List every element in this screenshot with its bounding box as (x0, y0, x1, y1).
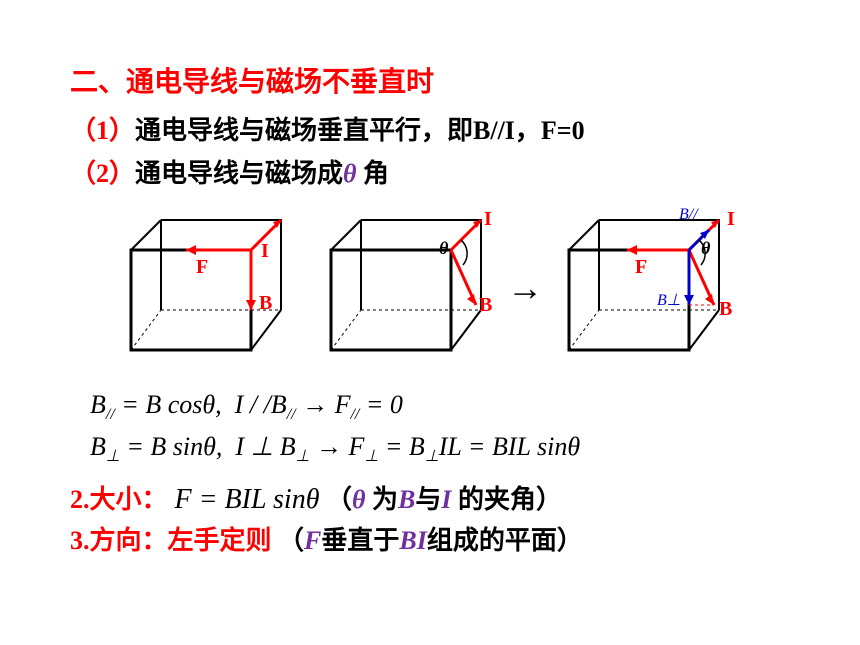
label-I-3: I (727, 208, 735, 231)
cube-2: I θ B (311, 210, 501, 365)
line1-text: 通电导线与磁场垂直平行，即B//I，F=0 (135, 116, 585, 145)
label-I-1: I (261, 240, 269, 263)
formula-1: B// = B cosθ, I / /B// → F// = 0 (90, 385, 790, 427)
line-1: （1）通电导线与磁场垂直平行，即B//I，F=0 (70, 110, 790, 147)
cube-3: I F B B// B⊥ θ (549, 210, 749, 365)
arrow-between: → (507, 267, 543, 309)
line2-prefix: （2） (70, 159, 135, 188)
line2-suffix: 角 (357, 159, 390, 188)
label-theta-2: θ (439, 238, 448, 259)
formula-2: B⊥ = B sinθ, I ⊥ B⊥ → F⊥ = B⊥IL = BIL si… (90, 427, 790, 469)
label-F-3: F (635, 256, 647, 279)
line2-text: 通电导线与磁场成 (135, 159, 343, 188)
label-B-3: B (719, 298, 732, 321)
size-label: 2.大小： (70, 485, 168, 514)
section-heading: 二、通电导线与磁场不垂直时 (70, 60, 790, 100)
label-theta-3: θ (701, 238, 710, 259)
dir-note: （F垂直于BI组成的平面） (278, 526, 583, 555)
label-Bperp: B⊥ (657, 290, 681, 310)
line1-prefix: （1） (70, 116, 135, 145)
label-I-2: I (484, 208, 492, 231)
dir-label: 3.方向：左手定则 (70, 526, 272, 555)
cube-1: I F B (111, 210, 301, 365)
size-line: 2.大小： F = BIL sinθ （θ 为B与I 的夹角） (70, 479, 790, 516)
formula-block: B// = B cosθ, I / /B// → F// = 0 B⊥ = B … (90, 385, 790, 469)
label-B-1: B (259, 292, 272, 315)
size-note: （θ 为B与I 的夹角） (326, 485, 562, 514)
label-Bpar: B// (679, 206, 698, 224)
label-B-2: B (479, 294, 492, 317)
diagram-row: I F B I θ B → (70, 210, 790, 365)
line-2: （2）通电导线与磁场成θ 角 (70, 153, 790, 190)
size-formula: F = BIL sinθ (168, 484, 320, 515)
label-F-1: F (196, 256, 208, 279)
direction-line: 3.方向：左手定则 （F垂直于BI组成的平面） (70, 520, 790, 557)
line2-theta: θ (343, 159, 357, 188)
